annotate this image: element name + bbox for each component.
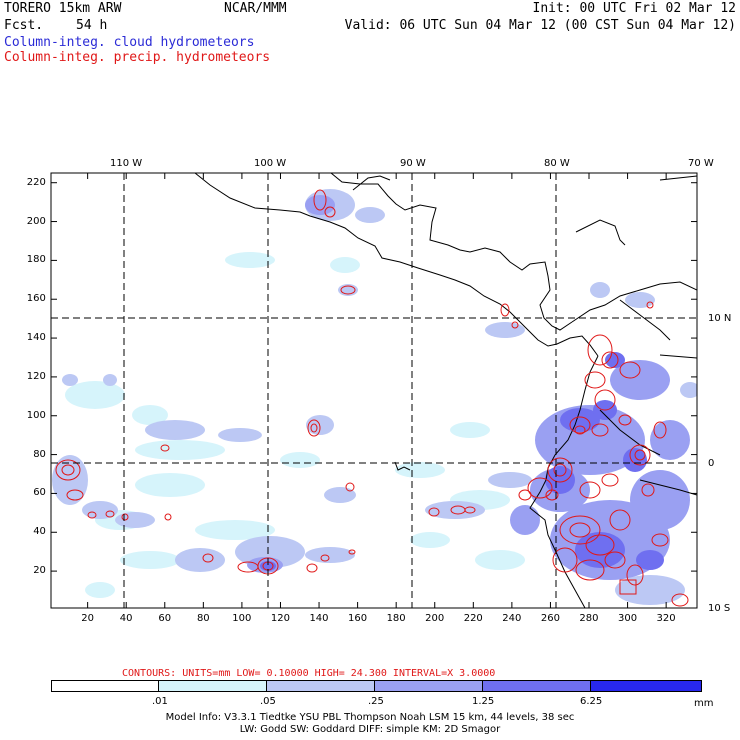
init-time: Init: 00 UTC Fri 02 Mar 12 — [532, 1, 737, 16]
x-tick-label: 120 — [270, 613, 290, 624]
model-info-line1: Model Info: V3.3.1 Tiedtke YSU PBL Thomp… — [165, 712, 575, 723]
x-tick-label: 100 — [232, 613, 252, 624]
colorbar-bin-2 — [267, 680, 375, 692]
y-tick-label: 180 — [26, 254, 46, 266]
x-tick-label: 300 — [617, 613, 638, 624]
x-tick-label: 220 — [463, 613, 483, 624]
colorbar-level-2: .05 — [260, 696, 276, 707]
x-tick-label: 40 — [119, 613, 133, 624]
y-tick-label: 120 — [26, 370, 46, 382]
lat-label-10s: 10 S — [708, 603, 731, 614]
precip-contours — [55, 189, 689, 607]
colorbar-level-4: 1.25 — [472, 696, 495, 707]
x-tick-label: 280 — [579, 613, 599, 624]
x-tick-label: 320 — [656, 613, 676, 624]
colorbar-units: mm — [694, 698, 714, 709]
cloud-shading — [52, 189, 697, 605]
x-tick-label: 160 — [348, 613, 368, 624]
colorbar-bin-4 — [483, 680, 591, 692]
x-tick-label: 140 — [309, 613, 329, 624]
y-tick-label: 100 — [26, 409, 46, 421]
x-tick-label: 260 — [540, 613, 560, 624]
x-tick-label: 20 — [81, 613, 94, 624]
y-tick-label: 20 — [33, 565, 46, 577]
colorbar-bin-5 — [591, 680, 702, 692]
y-tick-label: 220 — [26, 176, 46, 188]
forecast-hour: 54 h — [76, 18, 108, 33]
x-tick-label: 180 — [386, 613, 406, 624]
valid-time: Valid: 06 UTC Sun 04 Mar 12 (00 CST Sun … — [344, 18, 736, 33]
y-tick-label: 80 — [33, 448, 46, 460]
y-tick-label: 40 — [33, 526, 46, 538]
forecast-label: Fcst. — [4, 18, 44, 33]
lon-label-110w: 110 W — [110, 158, 143, 169]
colorbar-level-5: 6.25 — [580, 696, 603, 707]
y-tick-label: 140 — [26, 332, 46, 344]
center-name: NCAR/MMM — [224, 1, 287, 16]
y-tick-label: 60 — [33, 487, 46, 499]
map-frame — [50, 172, 698, 609]
x-tick-label: 60 — [158, 613, 172, 624]
contour-info: CONTOURS: UNITS=mm LOW= 0.10000 HIGH= 24… — [122, 668, 496, 679]
lat-label-10n: 10 N — [708, 313, 732, 324]
colorbar-level-1: .01 — [152, 696, 168, 707]
lat-lon-grid — [51, 173, 697, 608]
precip-field-label: Column-integ. precip. hydrometeors — [4, 50, 271, 65]
model-info-line2: LW: Godd SW: Goddard DIFF: simple KM: 2D… — [239, 724, 501, 735]
y-tick-label: 200 — [26, 215, 46, 227]
lon-label-80w: 80 W — [544, 158, 570, 169]
y-tick-label: 160 — [26, 293, 46, 305]
x-tick-label: 200 — [425, 613, 445, 624]
colorbar-level-3: .25 — [368, 696, 384, 707]
x-tick-label: 240 — [502, 613, 522, 624]
lon-label-70w: 70 W — [688, 158, 714, 169]
x-tick-label: 80 — [196, 613, 210, 624]
lon-label-90w: 90 W — [400, 158, 426, 169]
lon-label-100w: 100 W — [254, 158, 287, 169]
colorbar-bin-1 — [159, 680, 267, 692]
cloud-field-label: Column-integ. cloud hydrometeors — [4, 35, 255, 50]
colorbar-bin-3 — [375, 680, 483, 692]
coastlines — [194, 173, 697, 608]
colorbar-bin-0 — [51, 680, 159, 692]
lat-label-0: 0 — [708, 458, 715, 469]
model-title: TORERO 15km ARW — [4, 1, 122, 16]
